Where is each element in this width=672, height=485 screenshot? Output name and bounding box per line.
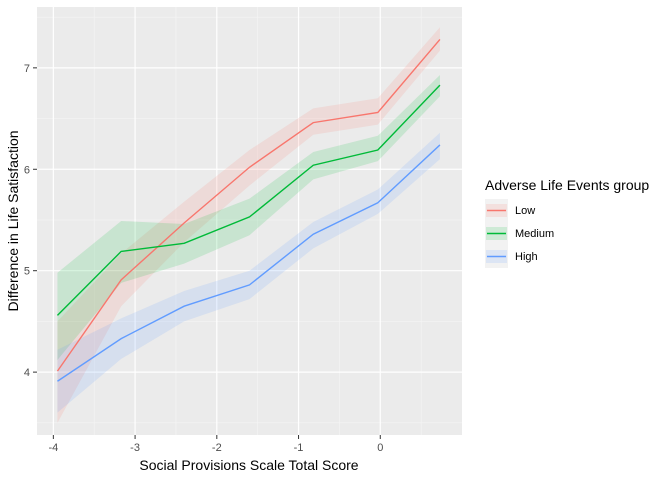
y-axis-title: Difference in Life Satisfaction xyxy=(5,130,21,311)
x-tick-label: 0 xyxy=(377,442,383,454)
minor-gridlines xyxy=(37,7,462,435)
x-axis-ticks: -4 -3 -2 -1 0 xyxy=(48,435,383,454)
x-tick-label: -2 xyxy=(212,442,222,454)
legend-items: Low Medium High xyxy=(485,199,554,268)
y-tick-label: 5 xyxy=(24,266,30,278)
x-tick-label: -3 xyxy=(130,442,140,454)
plot-panel xyxy=(37,7,462,435)
x-tick-label: -1 xyxy=(294,442,304,454)
y-tick-label: 7 xyxy=(24,63,30,75)
legend-label-medium: Medium xyxy=(515,228,554,240)
ribbon-low xyxy=(57,27,440,423)
y-tick-label: 4 xyxy=(24,367,30,379)
series-line-low xyxy=(56,39,441,372)
major-gridlines xyxy=(37,7,462,435)
legend: Adverse Life Events group Low Medium High xyxy=(485,177,649,268)
y-tick-label: 6 xyxy=(24,164,30,176)
x-tick-label: -4 xyxy=(48,442,58,454)
series-lines xyxy=(56,39,441,382)
x-axis-title: Social Provisions Scale Total Score xyxy=(139,457,358,473)
ribbon-high xyxy=(57,132,440,413)
legend-label-low: Low xyxy=(515,205,535,217)
y-axis-ticks: 4 5 6 7 xyxy=(24,63,37,379)
legend-label-high: High xyxy=(515,251,538,263)
series-line-high xyxy=(57,144,441,382)
series-line-medium xyxy=(56,84,441,316)
legend-title: Adverse Life Events group xyxy=(485,177,649,193)
